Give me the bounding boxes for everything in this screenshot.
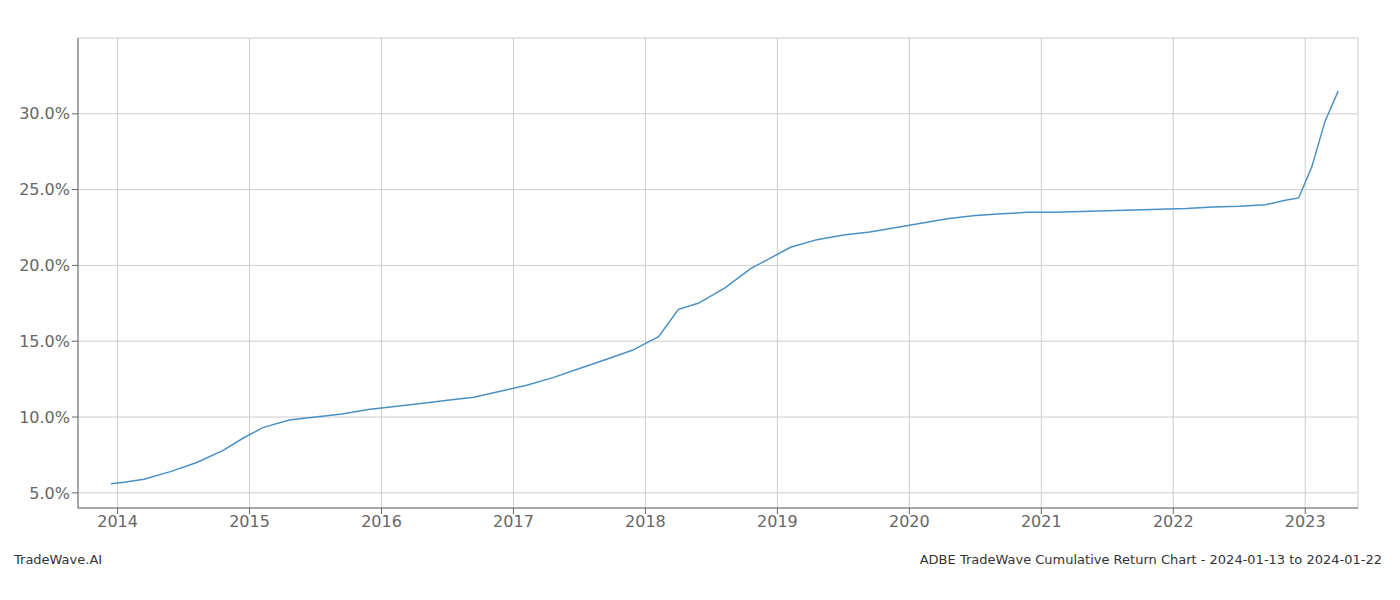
svg-text:2018: 2018	[625, 512, 666, 531]
svg-text:2019: 2019	[757, 512, 798, 531]
svg-text:2022: 2022	[1153, 512, 1194, 531]
svg-text:2021: 2021	[1021, 512, 1062, 531]
html-text:TradeWave.AI: TradeWave.AI	[14, 552, 103, 567]
svg-text:2023: 2023	[1285, 512, 1326, 531]
svg-text:5.0%: 5.0%	[29, 484, 70, 503]
svg-text:15.0%: 15.0%	[19, 332, 70, 351]
svg-text:2014: 2014	[97, 512, 138, 531]
svg-text:20.0%: 20.0%	[19, 256, 70, 275]
svg-text:10.0%: 10.0%	[19, 408, 70, 427]
svg-text:2016: 2016	[361, 512, 402, 531]
html-text:ADBE TradeWave Cumulative Retu: ADBE TradeWave Cumulative Return Chart -…	[919, 552, 1382, 567]
svg-text:25.0%: 25.0%	[19, 180, 70, 199]
svg-text:2017: 2017	[493, 512, 534, 531]
svg-text:30.0%: 30.0%	[19, 104, 70, 123]
svg-text:2020: 2020	[889, 512, 930, 531]
svg-text:2015: 2015	[229, 512, 270, 531]
